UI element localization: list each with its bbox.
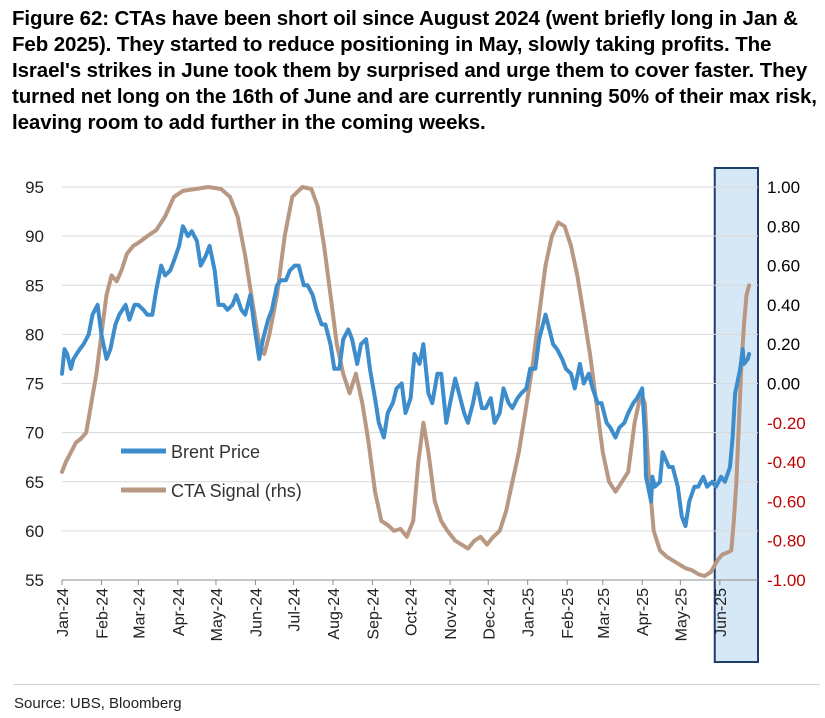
y-right-tick-label: 1.00 — [767, 178, 800, 197]
x-tick-label: Jan-24 — [55, 588, 72, 637]
chart-canvas: 95 90 85 80 75 70 65 60 55 1.00 0.80 0.60 0.40 0.20 0.… — [25, 167, 806, 663]
y-left-tick-label: 75 — [25, 375, 44, 394]
x-tick-label: Feb-25 — [560, 588, 577, 639]
y-right-tick-label: -1.00 — [767, 571, 806, 590]
y-right-tick-label: 0.40 — [767, 296, 800, 315]
x-tick-label: Oct-24 — [404, 588, 421, 636]
y-left-tick-label: 70 — [25, 424, 44, 443]
y-right-tick-label: 0.00 — [767, 375, 800, 394]
y-left-tick-label: 95 — [25, 178, 44, 197]
y-right-tick-label: 0.80 — [767, 217, 800, 236]
legend: Brent Price CTA Signal (rhs) — [121, 442, 302, 501]
x-tick-label: Apr-25 — [635, 588, 652, 636]
x-tick-label: Jun-24 — [248, 588, 265, 637]
x-tick-label: Apr-24 — [171, 588, 188, 636]
y-right-tick-label: -0.20 — [767, 414, 806, 433]
x-tick-label: May-25 — [673, 588, 690, 641]
x-tick-label: Nov-24 — [443, 588, 460, 640]
series-brent-price-line — [60, 224, 752, 528]
figure-title: Figure 62: CTAs have been short oil sinc… — [12, 7, 817, 134]
y-left-tick-label: 65 — [25, 473, 44, 492]
y-left-tick-label: 80 — [25, 325, 44, 344]
x-tick-label: Jan-25 — [521, 588, 538, 637]
x-tick-label: Dec-24 — [481, 588, 498, 640]
y-right-tick-label: 0.60 — [767, 257, 800, 276]
y-left-tick-label: 55 — [25, 571, 44, 590]
source-note: Source: UBS, Bloomberg — [14, 695, 182, 712]
x-tick-label: Mar-25 — [596, 588, 613, 639]
y-right-tick-label: -0.40 — [767, 453, 806, 472]
x-tick-label: Aug-24 — [326, 588, 343, 640]
highlight-region-layer — [713, 167, 760, 663]
y-left-tick-label: 60 — [25, 522, 44, 541]
series-layer — [60, 185, 752, 579]
source-divider — [14, 684, 820, 685]
x-tick-label: Jul-24 — [287, 588, 304, 632]
legend-label-cta: CTA Signal (rhs) — [171, 481, 302, 501]
x-tick-label: Mar-24 — [131, 588, 148, 639]
y-right-tick-label: -0.60 — [767, 492, 806, 511]
x-tick-label: Sep-24 — [365, 588, 382, 640]
y-left-tick-label: 85 — [25, 276, 44, 295]
y-right-tick-label: 0.20 — [767, 335, 800, 354]
y-left-tick-label: 90 — [25, 227, 44, 246]
axes-layer: 95 90 85 80 75 70 65 60 55 1.00 0.80 0.60 0.40 0.20 0.… — [25, 178, 806, 641]
y-right-tick-label: -0.80 — [767, 532, 806, 551]
highlight-box — [713, 167, 760, 663]
x-tick-label: May-24 — [209, 588, 226, 641]
legend-label-brent: Brent Price — [171, 442, 260, 462]
x-tick-label: Jun-25 — [713, 588, 730, 637]
series-cta-signal-line — [60, 185, 752, 579]
x-tick-label: Feb-24 — [94, 588, 111, 639]
